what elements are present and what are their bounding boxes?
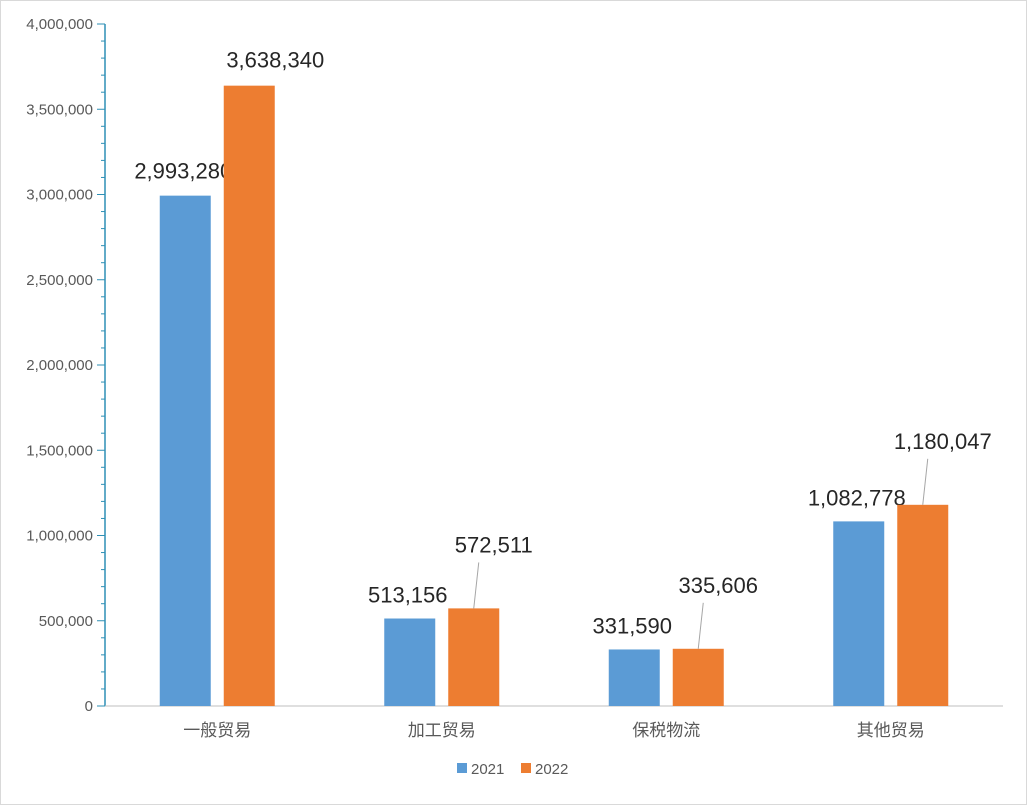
bar-2022 (448, 608, 500, 706)
legend-label-2022: 2022 (535, 761, 568, 778)
y-tick-label: 1,000,000 (26, 528, 93, 545)
y-tick-label: 1,500,000 (26, 442, 93, 459)
bar-2021 (833, 521, 885, 706)
legend-swatch-2021 (457, 763, 467, 773)
data-label-leader-line (473, 562, 480, 609)
x-category-label: 加工贸易 (408, 721, 476, 741)
data-label-2022: 335,606 (678, 573, 758, 598)
bar-2022 (672, 648, 724, 706)
y-tick-label: 3,500,000 (26, 101, 93, 118)
data-label-2021: 2,993,280 (134, 159, 232, 184)
y-tick-label: 2,000,000 (26, 357, 93, 374)
bar-2022 (897, 504, 949, 706)
data-label-2022: 1,180,047 (894, 429, 992, 454)
legend-label-2021: 2021 (471, 761, 504, 778)
legend-swatch-2022 (521, 763, 531, 773)
data-label-2022: 3,638,340 (226, 48, 324, 73)
x-category-label: 其他贸易 (857, 721, 925, 741)
bar-2021 (608, 649, 660, 706)
data-label-2021: 1,082,778 (808, 485, 906, 510)
x-category-label: 一般贸易 (183, 721, 251, 741)
bar-2021 (159, 195, 211, 707)
data-label-2022: 572,511 (455, 532, 533, 557)
data-label-2021: 331,590 (592, 613, 672, 638)
y-tick-label: 500,000 (39, 613, 93, 630)
x-category-label: 保税物流 (632, 721, 700, 741)
bar-2022 (223, 85, 275, 707)
data-label-leader-line (922, 458, 929, 505)
bar-2021 (384, 618, 436, 706)
y-tick-label: 0 (85, 698, 93, 715)
y-tick-label: 2,500,000 (26, 272, 93, 289)
data-label-leader-line (697, 602, 704, 649)
data-label-2021: 513,156 (368, 583, 448, 608)
y-tick-label: 3,000,000 (26, 187, 93, 204)
y-tick-label: 4,000,000 (26, 16, 93, 33)
